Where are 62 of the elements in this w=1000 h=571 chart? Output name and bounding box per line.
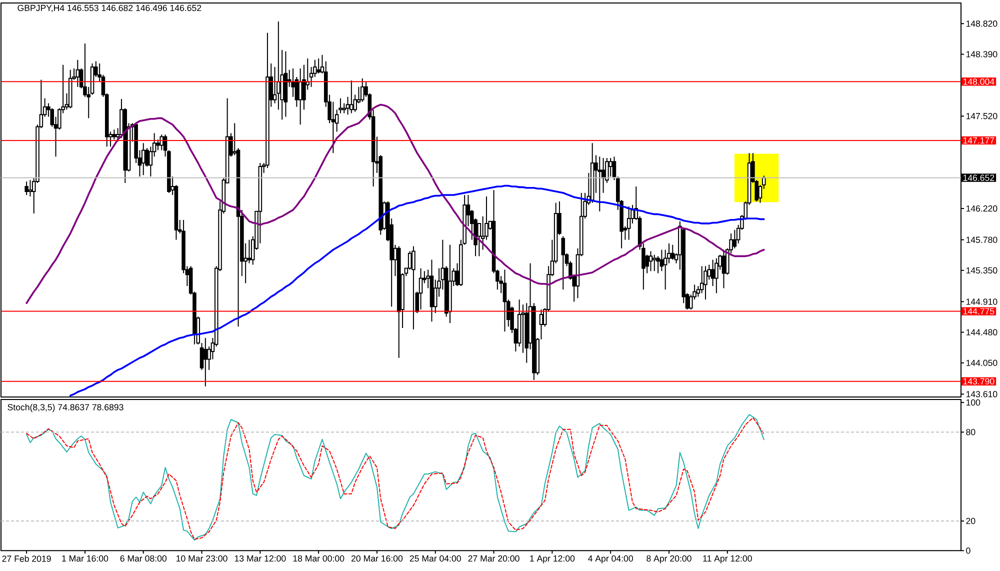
- candlestick: [204, 337, 208, 387]
- candlestick: [28, 180, 32, 197]
- y-tick-label: 145.780: [966, 236, 998, 243]
- candlestick: [714, 258, 718, 294]
- candlestick: [76, 59, 80, 88]
- candlestick: [430, 259, 434, 322]
- y-tick-label: 148.820: [966, 20, 998, 27]
- y-tick-label: 143.610: [966, 391, 998, 398]
- candlestick: [276, 20, 280, 110]
- candlestick: [648, 250, 653, 272]
- candlestick: [284, 50, 288, 118]
- candlestick: [148, 146, 153, 178]
- candlestick: [598, 156, 602, 212]
- y-tick-label: 144.480: [966, 329, 998, 336]
- y-tick-label: 148.390: [966, 51, 998, 58]
- candlestick: [418, 268, 423, 310]
- ref-line-label: 147.177: [963, 137, 994, 144]
- x-tick-label: 13 Mar 12:00: [234, 555, 286, 562]
- candlestick: [266, 32, 270, 168]
- y-tick-label: 100: [966, 399, 980, 406]
- y-tick-label: 146.220: [966, 205, 998, 212]
- candlestick: [291, 68, 295, 98]
- x-tick-label: 1 Mar 16:00: [62, 555, 108, 562]
- y-tick-label: 145.350: [966, 267, 998, 274]
- candlestick: [704, 266, 708, 300]
- y-tick-label: 144.910: [966, 298, 998, 305]
- candlestick: [524, 302, 529, 364]
- chart-title: GBPJPY,H4 146.553 146.682 146.496 146.652: [18, 4, 202, 12]
- x-tick-label: 6 Mar 08:00: [120, 555, 166, 562]
- x-tick-label: 27 Mar 20:00: [468, 555, 520, 562]
- x-tick-label: 27 Feb 2019: [2, 555, 51, 562]
- y-tick-label: 144.050: [966, 360, 998, 366]
- x-tick-label: 1 Apr 12:00: [530, 555, 575, 564]
- x-tick-label: 20 Mar 16:00: [351, 555, 403, 562]
- candlestick: [298, 68, 302, 126]
- candlestick: [663, 249, 668, 290]
- ref-line-label: 144.775: [963, 308, 994, 314]
- candlestick: [502, 269, 507, 332]
- x-tick-label: 11 Apr 12:00: [703, 555, 752, 564]
- ref-line-label: 146.652: [963, 174, 994, 181]
- candlestick: [412, 246, 416, 330]
- candlestick: [346, 96, 350, 116]
- y-tick-label: 0: [966, 547, 970, 554]
- x-tick-label: 4 Apr 04:00: [588, 555, 633, 564]
- candlestick: [331, 101, 336, 154]
- candlestick: [207, 346, 211, 370]
- candlestick: [626, 206, 631, 240]
- y-tick-label: 147.520: [966, 112, 998, 120]
- candlestick: [667, 242, 671, 264]
- x-tick-label: 8 Apr 20:00: [646, 555, 692, 564]
- candlestick: [448, 244, 452, 324]
- candlestick: [112, 129, 116, 140]
- x-tick-label: 18 Mar 00:00: [293, 555, 344, 562]
- ref-line-label: 148.004: [963, 78, 994, 85]
- chart-title: Stoch(8,3,5) 74.8637 78.6893: [8, 404, 124, 412]
- candlestick: [141, 142, 146, 176]
- ref-line-label: 143.790: [963, 378, 994, 384]
- x-tick-label: 25 Mar 04:00: [410, 555, 461, 562]
- x-tick-label: 10 Mar 23:00: [176, 555, 228, 562]
- y-tick-label: 20: [966, 518, 976, 524]
- candlestick: [710, 259, 715, 287]
- y-tick-label: 80: [966, 428, 976, 436]
